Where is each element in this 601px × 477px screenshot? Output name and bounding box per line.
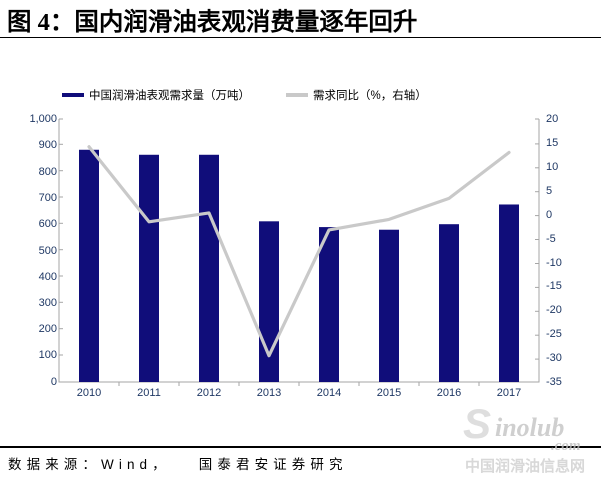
svg-text:S: S bbox=[463, 400, 491, 447]
svg-text:中国润滑油信息网: 中国润滑油信息网 bbox=[465, 457, 585, 473]
svg-text:.com: .com bbox=[551, 438, 581, 454]
